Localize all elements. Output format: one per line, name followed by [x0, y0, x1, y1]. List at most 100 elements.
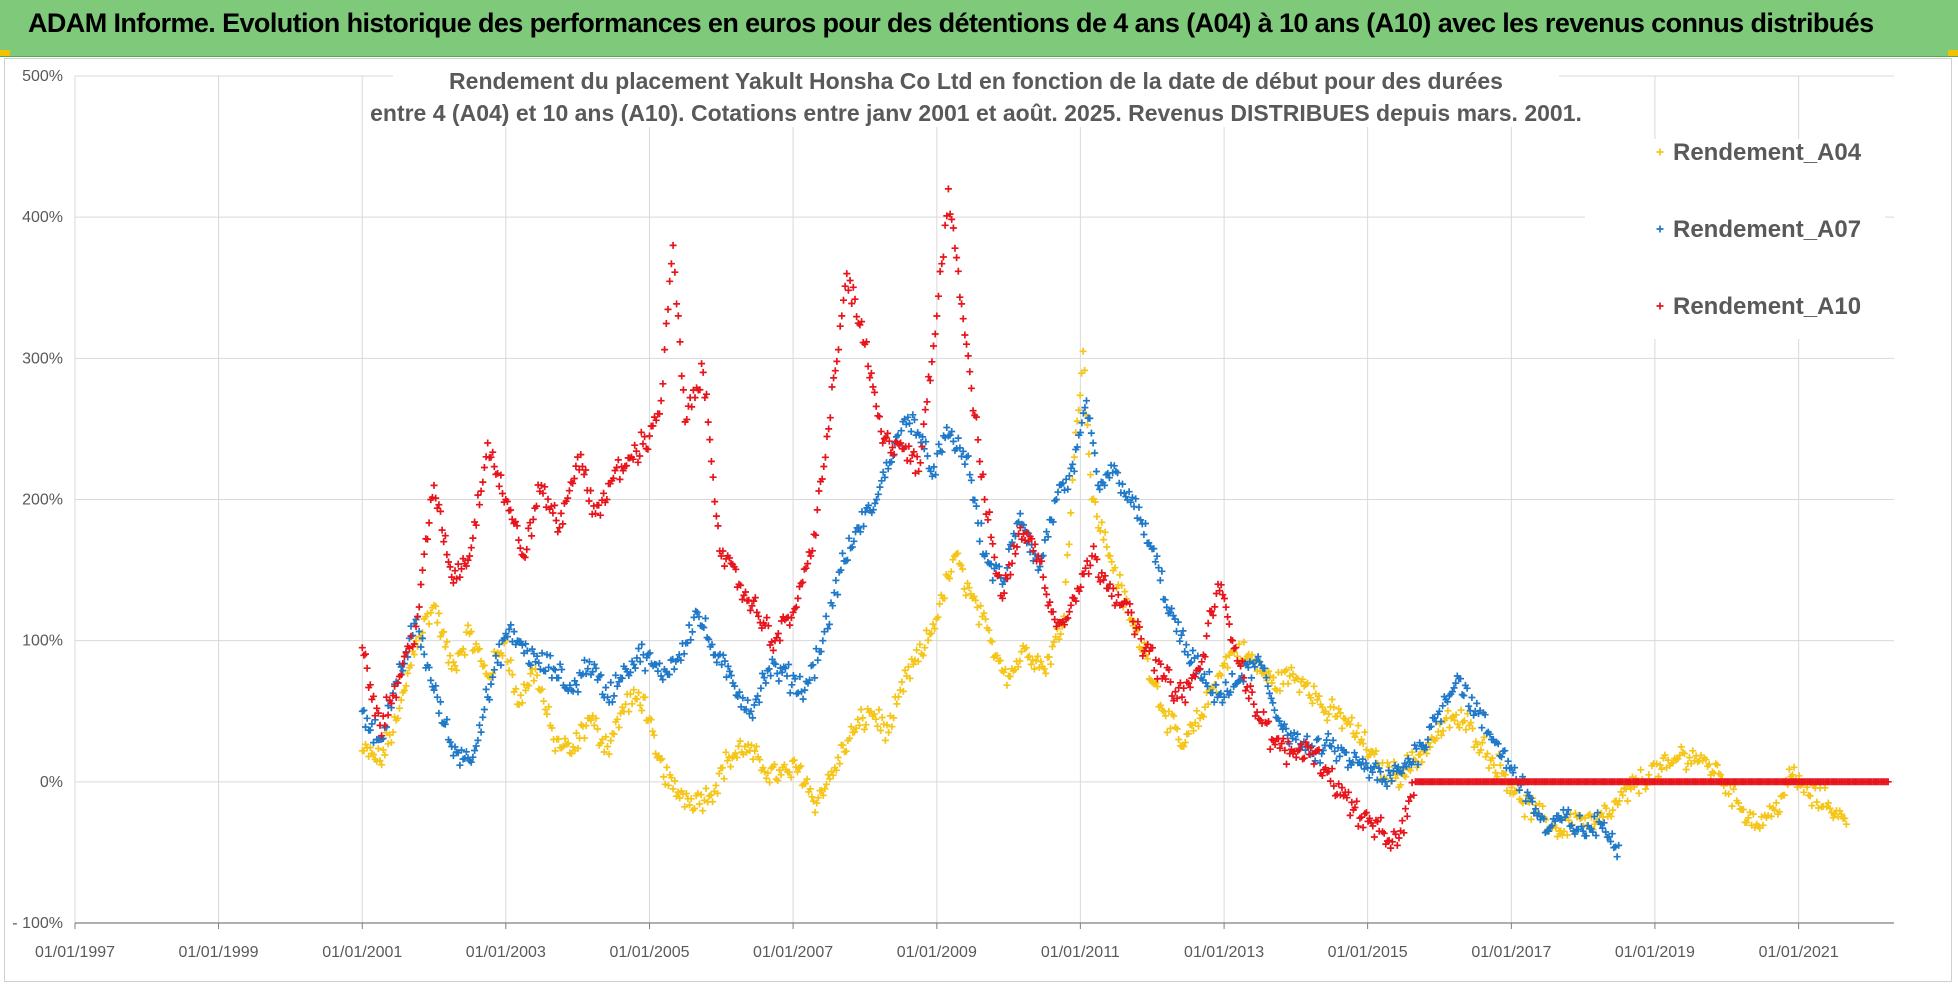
data-point — [834, 591, 842, 599]
data-point — [1176, 637, 1184, 645]
data-point — [1343, 794, 1351, 802]
data-point — [597, 671, 605, 679]
data-point — [480, 661, 488, 669]
data-point — [525, 682, 533, 690]
data-point — [825, 425, 833, 433]
data-point — [458, 565, 465, 573]
data-point — [1018, 535, 1026, 543]
data-point — [1356, 738, 1364, 746]
data-point — [1181, 698, 1189, 706]
data-point — [1077, 583, 1085, 591]
series-Rendement_A10 — [358, 185, 1892, 852]
x-tick-label: 01/01/2009 — [897, 944, 977, 961]
data-point — [1173, 627, 1180, 635]
data-point — [527, 661, 535, 669]
data-point — [366, 681, 374, 689]
data-point — [1576, 812, 1584, 820]
data-point — [1548, 822, 1556, 830]
data-point — [1125, 488, 1133, 496]
data-point — [532, 658, 539, 666]
data-point — [749, 755, 757, 763]
data-point — [1592, 832, 1600, 839]
data-point — [715, 770, 723, 777]
data-point — [1772, 799, 1780, 807]
data-point — [807, 552, 815, 560]
data-point — [487, 453, 495, 461]
data-point — [555, 735, 562, 743]
data-point — [1265, 667, 1273, 675]
data-point — [909, 411, 917, 419]
data-point — [1008, 559, 1016, 567]
data-point — [631, 441, 639, 449]
data-point — [626, 668, 634, 676]
data-point — [848, 543, 856, 551]
data-point — [697, 791, 705, 799]
data-point — [1615, 797, 1623, 805]
data-point — [1181, 739, 1189, 746]
data-point — [969, 407, 977, 415]
data-point — [1501, 747, 1509, 755]
data-point — [808, 793, 816, 801]
data-point — [430, 481, 438, 489]
data-point — [1776, 808, 1783, 816]
data-point — [1225, 620, 1233, 628]
data-point — [462, 562, 470, 570]
data-point — [443, 551, 451, 559]
data-point — [1295, 688, 1303, 696]
data-point — [415, 603, 423, 611]
data-point — [1302, 681, 1310, 689]
data-point — [1661, 751, 1669, 759]
data-point — [1540, 815, 1548, 823]
data-point — [1266, 745, 1274, 753]
data-point — [424, 610, 431, 618]
data-point — [774, 630, 782, 637]
data-point — [832, 576, 840, 584]
data-point — [766, 778, 774, 786]
data-point — [835, 568, 843, 576]
data-point — [1374, 818, 1382, 826]
data-point — [990, 553, 998, 561]
data-point — [1478, 739, 1486, 747]
data-point — [849, 283, 857, 291]
data-point — [843, 270, 851, 278]
data-point — [1087, 471, 1094, 479]
data-point — [467, 544, 475, 552]
data-point — [1035, 664, 1043, 671]
data-point — [612, 671, 620, 679]
data-point — [1093, 513, 1101, 520]
data-point — [379, 746, 387, 754]
data-point — [771, 761, 778, 768]
data-point — [1067, 509, 1075, 517]
data-point — [959, 315, 967, 323]
data-point — [1387, 844, 1395, 852]
data-point — [518, 699, 526, 707]
data-point — [545, 703, 553, 711]
data-point — [528, 645, 536, 653]
data-point — [362, 650, 369, 658]
data-point — [1211, 603, 1219, 611]
data-point — [808, 547, 816, 555]
data-point — [941, 221, 949, 229]
data-point — [1359, 755, 1367, 763]
data-point — [867, 369, 875, 377]
data-point — [484, 439, 492, 447]
data-point — [878, 714, 886, 721]
data-point — [1110, 462, 1118, 470]
data-point — [1463, 684, 1471, 692]
data-point — [534, 481, 542, 489]
data-point — [1658, 765, 1666, 773]
data-point — [1338, 724, 1346, 732]
data-point — [1200, 670, 1208, 678]
data-point — [1359, 824, 1367, 831]
data-point — [1385, 837, 1393, 844]
data-point — [893, 700, 901, 708]
data-point — [745, 710, 753, 718]
data-point — [1485, 764, 1493, 772]
data-point — [871, 499, 879, 507]
data-point — [876, 413, 883, 421]
data-point — [809, 661, 817, 669]
data-point — [1635, 789, 1643, 797]
data-point — [1026, 548, 1034, 556]
data-point — [559, 520, 567, 528]
data-point — [1008, 538, 1016, 546]
